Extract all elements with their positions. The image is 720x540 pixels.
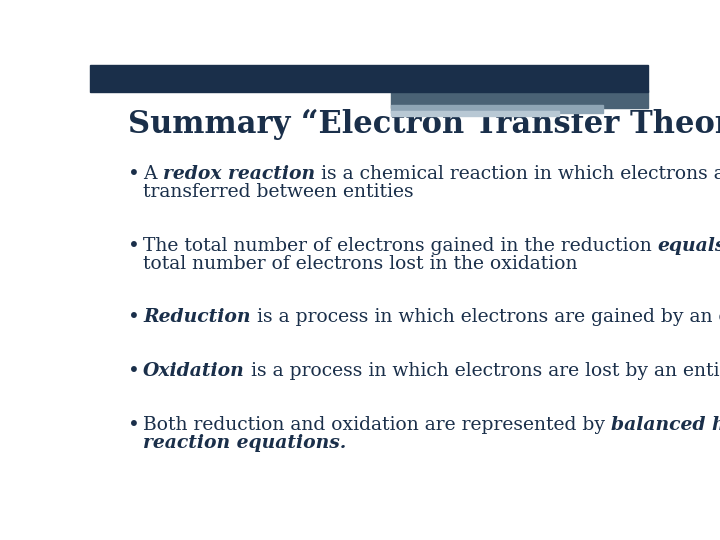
Text: •: • bbox=[128, 416, 140, 435]
Text: Reduction: Reduction bbox=[143, 308, 251, 327]
Text: reaction equations.: reaction equations. bbox=[143, 434, 346, 452]
Text: Oxidation: Oxidation bbox=[143, 362, 245, 380]
Text: equals: equals bbox=[658, 237, 720, 254]
Text: Summary “Electron Transfer Theory”: Summary “Electron Transfer Theory” bbox=[128, 109, 720, 139]
Text: •: • bbox=[128, 165, 140, 184]
Text: redox reaction: redox reaction bbox=[163, 165, 315, 183]
Text: is a chemical reaction in which electrons are: is a chemical reaction in which electron… bbox=[315, 165, 720, 183]
Text: is a process in which electrons are gained by an entity: is a process in which electrons are gain… bbox=[251, 308, 720, 327]
Text: The total number of electrons gained in the reduction: The total number of electrons gained in … bbox=[143, 237, 658, 254]
Text: A: A bbox=[143, 165, 163, 183]
Bar bbox=[392, 105, 603, 113]
Text: balanced half-: balanced half- bbox=[611, 416, 720, 434]
Text: is a process in which electrons are lost by an entity: is a process in which electrons are lost… bbox=[245, 362, 720, 380]
Text: transferred between entities: transferred between entities bbox=[143, 183, 413, 201]
Text: Both reduction and oxidation are represented by: Both reduction and oxidation are represe… bbox=[143, 416, 611, 434]
Text: •: • bbox=[128, 308, 140, 327]
Bar bbox=[392, 111, 559, 116]
Text: total number of electrons lost in the oxidation: total number of electrons lost in the ox… bbox=[143, 255, 577, 273]
Bar bbox=[90, 65, 648, 92]
Bar bbox=[392, 90, 648, 109]
Text: •: • bbox=[128, 237, 140, 255]
Text: •: • bbox=[128, 362, 140, 381]
